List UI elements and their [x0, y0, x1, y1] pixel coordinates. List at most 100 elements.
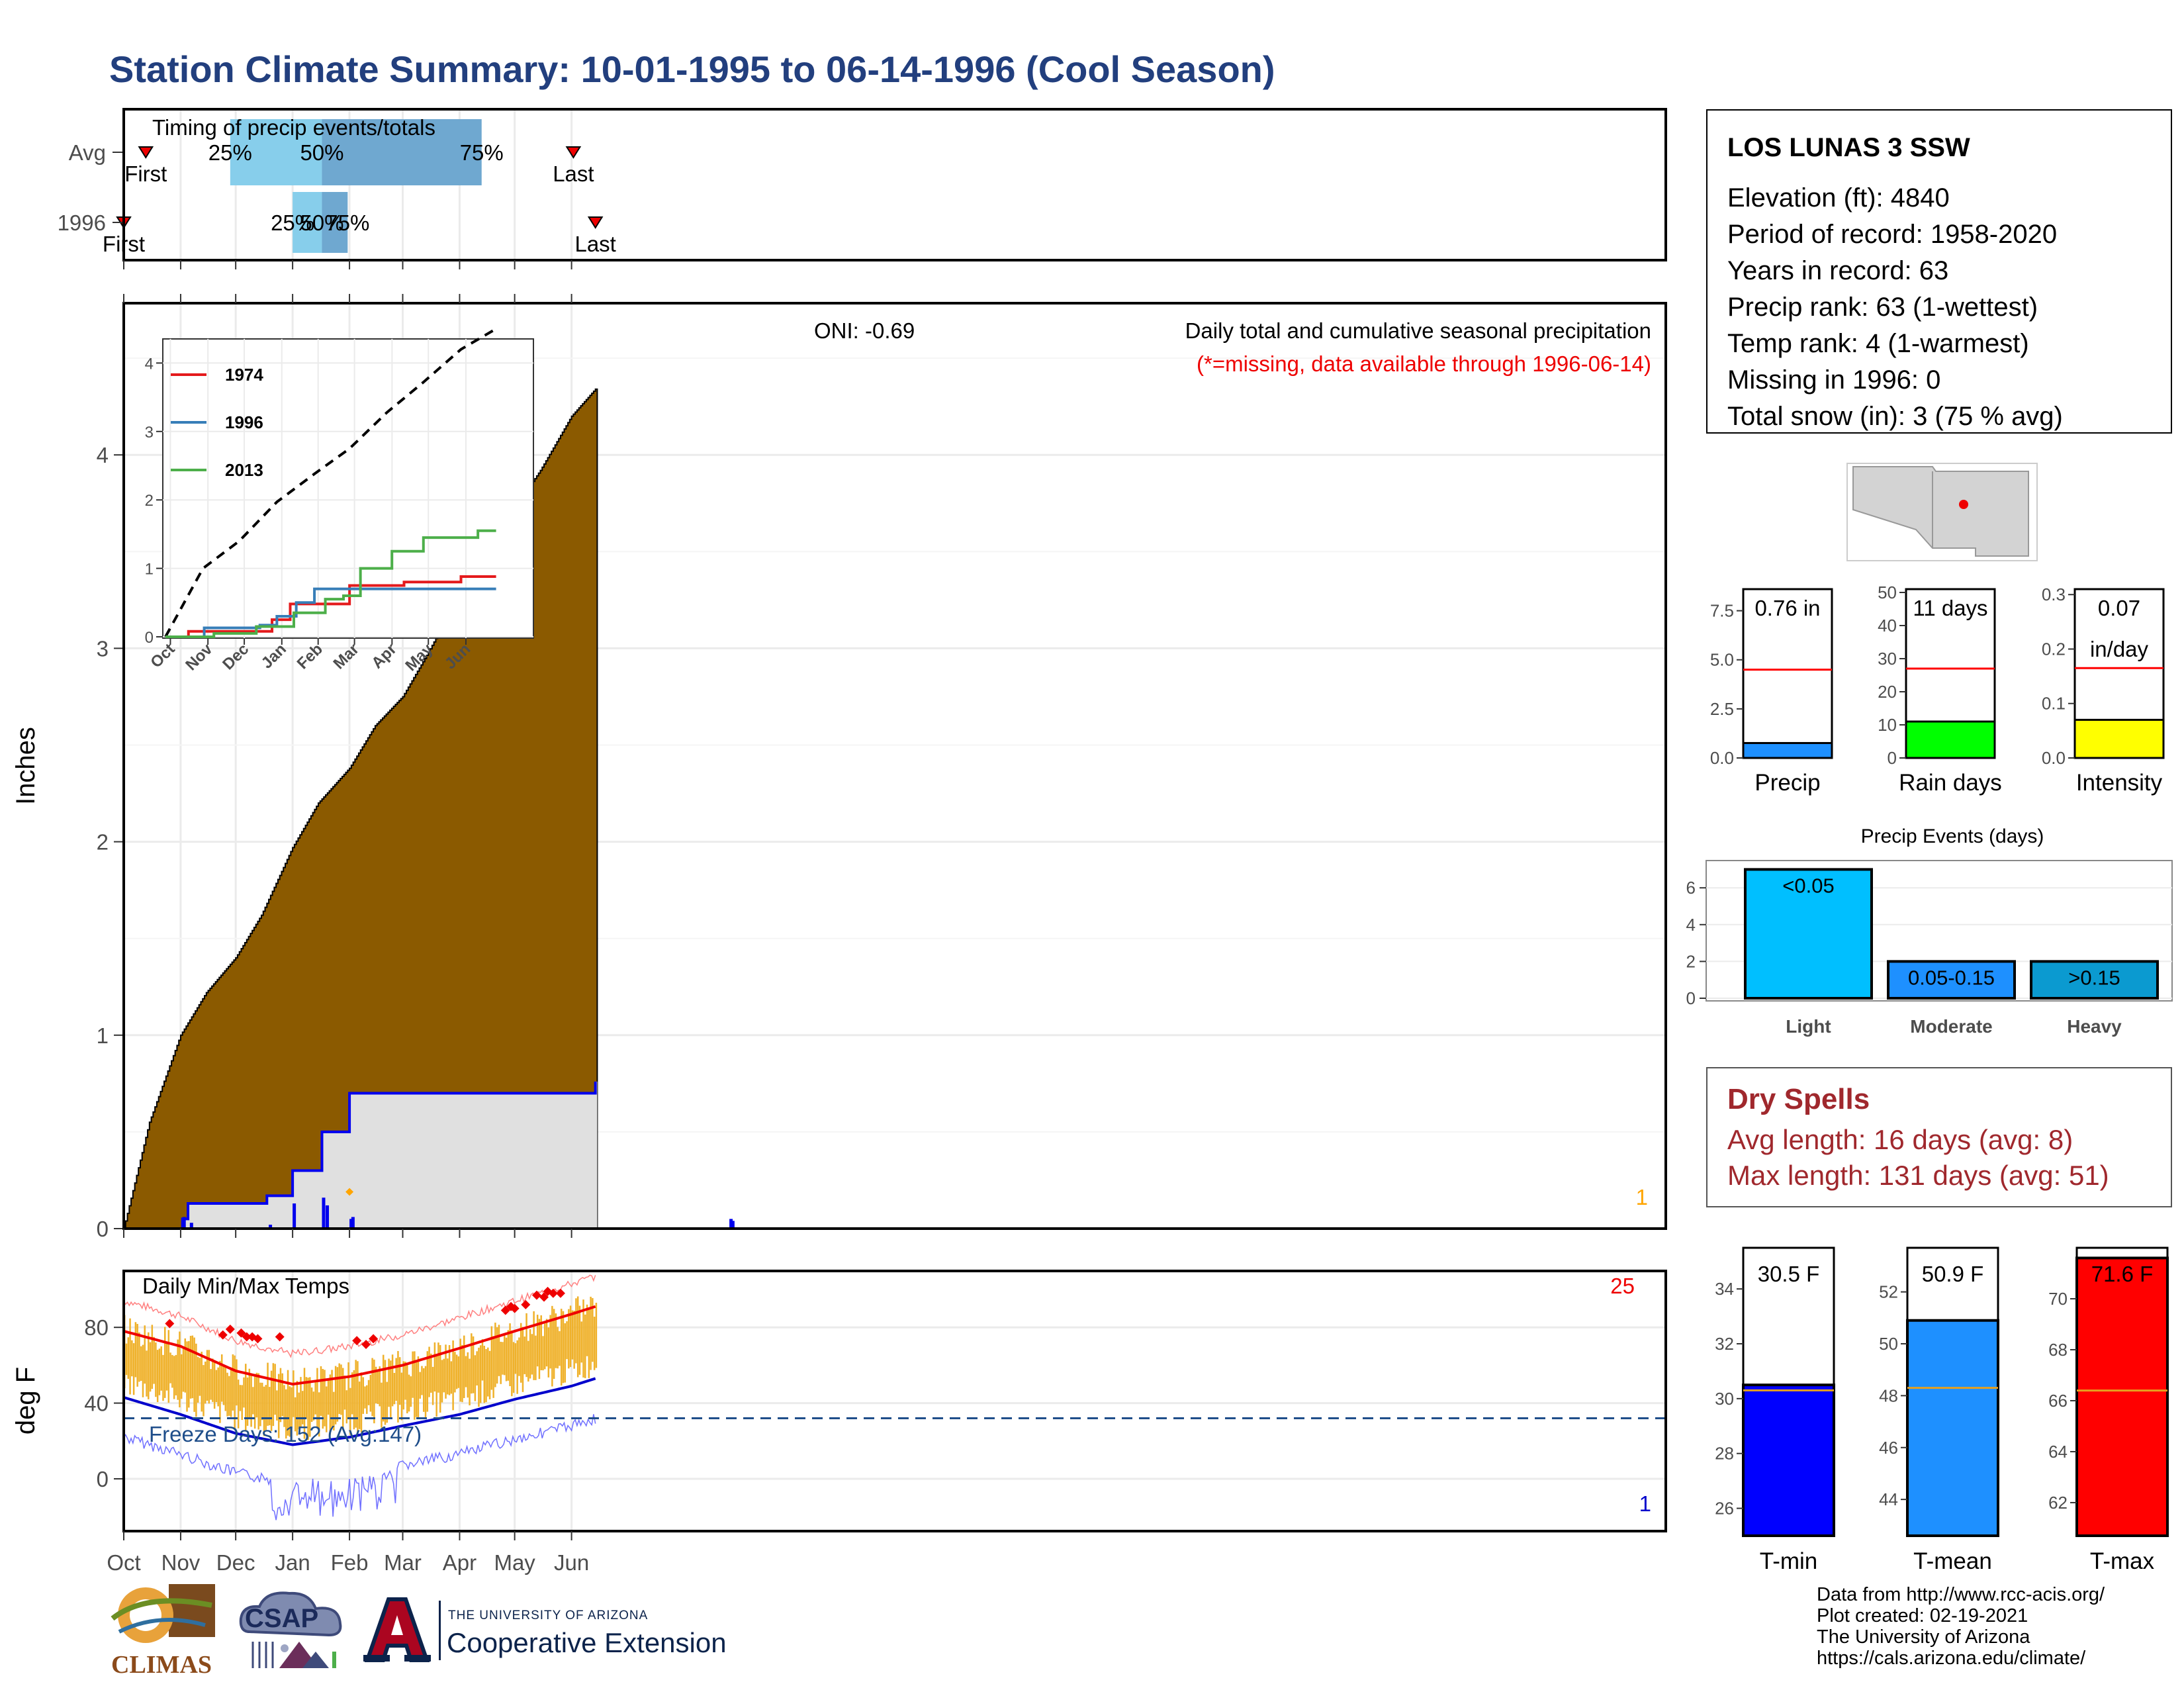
- daily-temp-bar: [390, 1360, 392, 1417]
- record-high-marker: [521, 1299, 531, 1309]
- daily-temp-bar: [131, 1340, 133, 1377]
- mini-bar-category-label: Precip: [1754, 770, 1820, 796]
- daily-temp-bar: [307, 1378, 309, 1440]
- daily-temp-bar: [171, 1354, 173, 1388]
- daily-temp-bar: [212, 1358, 214, 1402]
- daily-temp-bar: [498, 1325, 500, 1376]
- daily-temp-bar: [173, 1356, 175, 1399]
- daily-temp-bar: [186, 1341, 188, 1412]
- daily-temp-bar: [428, 1346, 430, 1397]
- daily-precip-bar: [731, 1221, 735, 1229]
- dry-spells-max: Max length: 131 days (avg: 51): [1727, 1160, 2109, 1191]
- daily-temp-bar: [294, 1397, 296, 1432]
- daily-temp-bar: [417, 1356, 420, 1419]
- record-high-count: 25: [1610, 1274, 1635, 1298]
- daily-temp-bar: [180, 1354, 183, 1399]
- mini-bar-value-label: 11 days: [1913, 596, 1987, 620]
- daily-temp-bar: [511, 1330, 513, 1397]
- daily-temp-bar: [481, 1339, 484, 1381]
- daily-temp-bar: [549, 1315, 551, 1369]
- daily-temp-bar: [175, 1354, 177, 1395]
- precip-ylabel: Inches: [11, 727, 40, 805]
- daily-temp-bar: [203, 1365, 205, 1417]
- timing-header: Timing of precip events/totals: [152, 115, 435, 140]
- ua-small-text: THE UNIVERSITY OF ARIZONA: [448, 1609, 649, 1622]
- daily-temp-bar: [573, 1311, 575, 1369]
- daily-temp-bar: [408, 1374, 410, 1412]
- daily-temp-bar: [443, 1358, 445, 1393]
- university-logo: THE UNIVERSITY OF ARIZONA Cooperative Ex…: [361, 1594, 745, 1667]
- daily-temp-bar: [592, 1297, 594, 1362]
- temp-bar-ytick-label: 70: [2048, 1289, 2068, 1309]
- daily-temp-bar: [459, 1338, 461, 1402]
- ua-big-text: Cooperative Extension: [447, 1627, 727, 1658]
- daily-temp-bar: [236, 1359, 238, 1406]
- daily-temp-bar: [535, 1335, 537, 1380]
- daily-temp-bar: [177, 1339, 179, 1400]
- station-years: Years in record: 63: [1727, 256, 1949, 285]
- daily-temp-bar: [253, 1374, 256, 1429]
- daily-temp-bar: [465, 1356, 467, 1387]
- record-high-marker: [275, 1332, 285, 1342]
- daily-temp-bar: [318, 1392, 320, 1437]
- daily-temp-bar: [197, 1356, 199, 1403]
- record-high-marker: [236, 1328, 246, 1338]
- daily-temp-bar: [496, 1327, 498, 1384]
- daily-temp-bar: [507, 1330, 510, 1381]
- daily-temp-bar: [263, 1386, 265, 1436]
- daily-temp-bar: [397, 1350, 399, 1423]
- daily-temp-bar: [527, 1340, 529, 1382]
- xaxis-month-label: Jun: [554, 1550, 589, 1575]
- inset-legend-label-1996: 1996: [225, 412, 263, 432]
- record-high-marker: [555, 1288, 565, 1298]
- daily-temp-bar: [144, 1325, 146, 1384]
- daily-temp-bar: [276, 1390, 278, 1421]
- daily-temp-bar: [455, 1354, 458, 1389]
- daily-temp-bar: [538, 1319, 541, 1380]
- daily-temp-bar: [167, 1330, 170, 1403]
- daily-temp-bar: [557, 1327, 559, 1369]
- dry-spells-avg: Avg length: 16 days (avg: 8): [1727, 1124, 2073, 1155]
- precip-ytick-label: 3: [97, 636, 109, 661]
- daily-temp-bar: [422, 1368, 425, 1412]
- record-high-marker: [242, 1332, 251, 1342]
- daily-temp-bar: [208, 1350, 210, 1404]
- mini-bar-Precip: [1742, 741, 1833, 759]
- daily-temp-bar: [205, 1361, 206, 1404]
- mini-bar-ytick-label: 0.1: [2042, 694, 2066, 714]
- daily-temp-bar: [580, 1321, 582, 1363]
- daily-temp-bar: [398, 1357, 401, 1405]
- timing-row-label-avg: Avg: [69, 140, 106, 165]
- mini-bar-value-label: 0.07: [2098, 596, 2140, 620]
- daily-precip-bar: [326, 1205, 330, 1229]
- station-snow: Total snow (in): 3 (75 % avg): [1727, 402, 2063, 431]
- csap-cloud-icon: [239, 1591, 342, 1668]
- daily-temp-bar: [265, 1385, 267, 1430]
- events-bar-label: 0.05-0.15: [1908, 966, 1995, 989]
- temp-bar-ytick-label: 66: [2048, 1391, 2068, 1411]
- station-name: LOS LUNAS 3 SSW: [1727, 133, 1970, 162]
- daily-temp-bar: [224, 1366, 227, 1411]
- mini-bar-ytick-label: 50: [1878, 583, 1897, 602]
- daily-temp-bar: [564, 1323, 567, 1383]
- inset-ytick-label: 3: [145, 424, 154, 442]
- daily-temp-bar: [393, 1373, 396, 1405]
- record-high-marker: [253, 1334, 263, 1344]
- timing-avg-q2-bar: [322, 119, 482, 185]
- daily-temp-bar: [536, 1315, 539, 1367]
- climas-wordmark: CLIMAS: [111, 1651, 212, 1679]
- mini-bar-ytick-label: 40: [1878, 616, 1897, 635]
- daily-temp-bar: [388, 1358, 390, 1407]
- events-ytick-label: 6: [1686, 878, 1696, 898]
- daily-temp-bar: [226, 1372, 228, 1417]
- timing-year-last-marker: [587, 216, 604, 229]
- record-high-marker: [352, 1336, 362, 1346]
- daily-temp-bar: [155, 1342, 157, 1397]
- temp-panel-frame: [122, 1270, 1667, 1532]
- precip-ytick-label: 0: [97, 1217, 109, 1241]
- daily-temp-bar: [525, 1313, 527, 1378]
- daily-temp-bar: [182, 1348, 185, 1392]
- daily-temp-bar: [142, 1344, 144, 1397]
- daily-temp-bar: [314, 1380, 316, 1415]
